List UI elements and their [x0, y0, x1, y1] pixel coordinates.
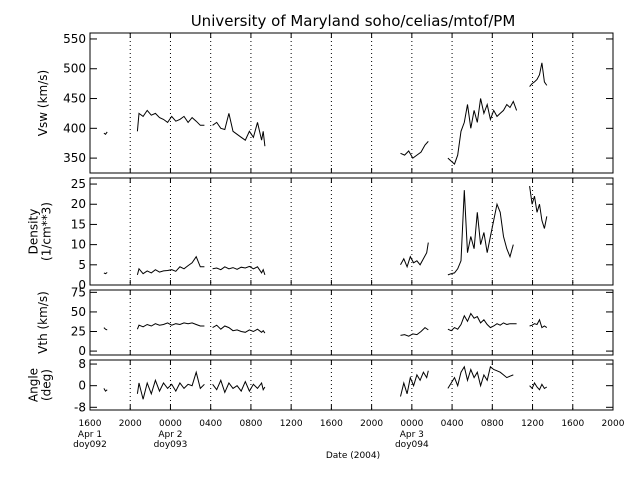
series-line-vth-0: [103, 327, 108, 331]
series-line-vth-5: [529, 318, 548, 329]
y-tick-label: 500: [63, 62, 86, 76]
series-line-vsw-5: [529, 62, 548, 87]
y-tick-label: 550: [63, 32, 86, 46]
x-tick-label: 1600: [320, 419, 343, 429]
y-axis-label: (1/cm**3): [40, 202, 54, 261]
x-tick-label: 0000: [400, 419, 423, 429]
panel-angle: -8 0 8 Angle (deg): [27, 357, 614, 414]
series-line-density-3: [400, 242, 429, 269]
panel-frame: [89, 289, 614, 356]
y-axis-label: Vth (km/s): [36, 291, 50, 354]
panel-frame: [89, 177, 614, 286]
y-tick-label: 8: [78, 357, 86, 371]
series-line-vth-4: [447, 312, 517, 332]
y-tick-label: 450: [63, 92, 86, 106]
y-tick-label: 25: [71, 177, 86, 191]
series-line-vth-2: [212, 324, 266, 334]
y-tick-label: 350: [63, 151, 86, 165]
series-line-density-5: [529, 186, 548, 229]
x-tick-label: 0000: [159, 419, 182, 429]
series-line-vth-3: [400, 326, 429, 337]
series-line-angle-4: [447, 365, 514, 389]
x-tick-sublabel: doy092: [73, 440, 107, 450]
x-tick-label: 0400: [441, 419, 464, 429]
y-tick-label: 20: [71, 197, 86, 211]
x-tick-label: 0400: [199, 419, 222, 429]
series-line-density-2: [212, 265, 266, 276]
series-line-vsw-3: [400, 141, 429, 159]
series-line-density-1: [136, 255, 205, 276]
x-axis-label: Date (2004): [326, 451, 380, 461]
x-tick-sublabel: Apr 3: [400, 430, 424, 440]
panel-density: 0 5 10 15 20 25 Density (1/cm**3): [27, 177, 614, 292]
y-tick-label: 10: [71, 238, 86, 252]
y-tick-label: 5: [78, 258, 86, 272]
series-line-vsw-0: [103, 131, 108, 136]
y-tick-label: 50: [71, 305, 86, 319]
y-axis-label: Vsw (km/s): [36, 70, 50, 136]
y-tick-label: 0: [78, 278, 86, 292]
y-tick-label: 25: [71, 325, 86, 339]
series-line-angle-2: [212, 378, 266, 394]
y-axis-label: (deg): [40, 369, 54, 401]
x-tick-sublabel: Apr 2: [158, 430, 182, 440]
y-tick-label: -8: [74, 400, 86, 414]
panel-vth: 0 25 50 75 Vth (km/s): [36, 285, 614, 358]
series-line-density-4: [447, 190, 514, 276]
y-tick-label: 15: [71, 217, 86, 231]
panel-vsw: 350 400 450 500 550 Vsw (km/s): [36, 32, 614, 174]
x-tick-label: 1600: [79, 419, 102, 429]
series-line-angle-3: [400, 370, 429, 397]
y-tick-label: 75: [71, 285, 86, 299]
y-tick-label: 400: [63, 121, 86, 135]
x-tick-label: 2000: [360, 419, 383, 429]
y-tick-label: 0: [78, 379, 86, 393]
x-tick-label: 1200: [521, 419, 544, 429]
y-axis-label: Angle: [27, 368, 41, 402]
series-line-vsw-1: [136, 109, 205, 132]
series-line-angle-5: [529, 381, 548, 391]
x-tick-sublabel: doy093: [154, 440, 188, 450]
x-tick-label: 0800: [239, 419, 262, 429]
x-tick-sublabel: Apr 1: [78, 430, 102, 440]
chart-title: University of Maryland soho/celias/mtof/…: [191, 12, 516, 30]
series-line-vsw-2: [212, 113, 266, 147]
x-tick-label: 0800: [481, 419, 504, 429]
series-line-angle-1: [136, 370, 205, 400]
x-tick-label: 2000: [602, 419, 625, 429]
panel-frame: [89, 359, 614, 411]
x-tick-label: 2000: [119, 419, 142, 429]
series-line-vsw-4: [447, 98, 518, 165]
series-line-density-0: [103, 272, 108, 275]
y-axis-label: Density: [27, 209, 41, 255]
x-tick-sublabel: doy094: [395, 440, 429, 450]
series-line-vth-1: [136, 322, 205, 330]
x-tick-label: 1200: [280, 419, 303, 429]
y-tick-label: 0: [78, 344, 86, 358]
series-line-angle-0: [103, 388, 108, 392]
x-tick-label: 1600: [561, 419, 584, 429]
panel-frame: [89, 32, 614, 174]
